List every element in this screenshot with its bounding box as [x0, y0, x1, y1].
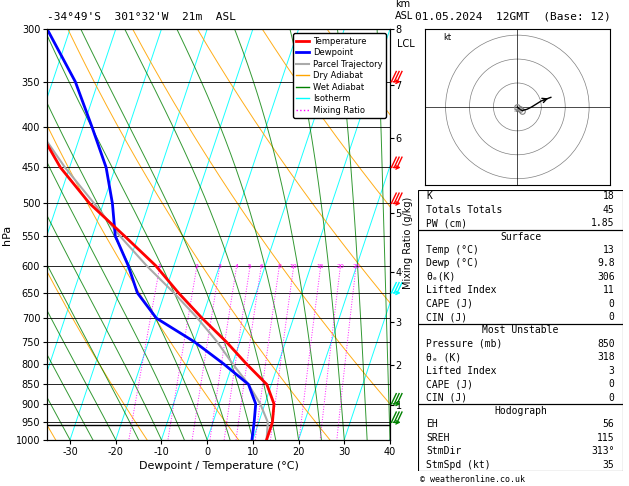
Text: 11: 11 — [603, 285, 615, 295]
Text: 3: 3 — [218, 264, 221, 269]
Text: 10: 10 — [290, 264, 298, 269]
Text: Most Unstable: Most Unstable — [482, 326, 559, 335]
Text: θₑ(K): θₑ(K) — [426, 272, 456, 282]
Text: Temp (°C): Temp (°C) — [426, 245, 479, 255]
Bar — [418, 324, 623, 404]
Text: Lifted Index: Lifted Index — [426, 366, 497, 376]
Text: Hodograph: Hodograph — [494, 406, 547, 416]
Text: Surface: Surface — [500, 231, 541, 242]
X-axis label: Dewpoint / Temperature (°C): Dewpoint / Temperature (°C) — [138, 461, 299, 471]
Text: km
ASL: km ASL — [395, 0, 413, 21]
Text: 6: 6 — [259, 264, 263, 269]
Text: 35: 35 — [603, 460, 615, 469]
Bar — [418, 190, 623, 230]
Text: CAPE (J): CAPE (J) — [426, 379, 474, 389]
Text: θₑ (K): θₑ (K) — [426, 352, 462, 363]
Text: 13: 13 — [603, 245, 615, 255]
Text: 306: 306 — [597, 272, 615, 282]
Text: Lifted Index: Lifted Index — [426, 285, 497, 295]
Text: 850: 850 — [597, 339, 615, 349]
Text: LCL: LCL — [397, 39, 415, 49]
Text: 313°: 313° — [591, 446, 615, 456]
Text: 115: 115 — [597, 433, 615, 443]
Text: 9.8: 9.8 — [597, 259, 615, 268]
Text: CIN (J): CIN (J) — [426, 312, 467, 322]
Text: 18: 18 — [603, 191, 615, 201]
Text: 0: 0 — [609, 379, 615, 389]
Text: 1.85: 1.85 — [591, 218, 615, 228]
Text: Mixing Ratio (g/kg): Mixing Ratio (g/kg) — [403, 197, 413, 289]
Text: sfc: sfc — [514, 108, 521, 113]
Text: 3: 3 — [609, 366, 615, 376]
Legend: Temperature, Dewpoint, Parcel Trajectory, Dry Adiabat, Wet Adiabat, Isotherm, Mi: Temperature, Dewpoint, Parcel Trajectory… — [293, 34, 386, 118]
Text: CIN (J): CIN (J) — [426, 393, 467, 402]
Text: kt: kt — [443, 33, 451, 42]
Text: SREH: SREH — [426, 433, 450, 443]
Text: 2: 2 — [195, 264, 199, 269]
Text: Pressure (mb): Pressure (mb) — [426, 339, 503, 349]
Text: 01.05.2024  12GMT  (Base: 12): 01.05.2024 12GMT (Base: 12) — [415, 12, 611, 22]
Text: 0: 0 — [609, 312, 615, 322]
Text: 15: 15 — [317, 264, 325, 269]
Text: EH: EH — [426, 419, 438, 430]
Text: 318: 318 — [597, 352, 615, 363]
Text: PW (cm): PW (cm) — [426, 218, 467, 228]
Text: StmSpd (kt): StmSpd (kt) — [426, 460, 491, 469]
Text: 25: 25 — [352, 264, 360, 269]
Text: Totals Totals: Totals Totals — [426, 205, 503, 215]
Text: -34°49'S  301°32'W  21m  ASL: -34°49'S 301°32'W 21m ASL — [47, 12, 236, 22]
Text: 0: 0 — [609, 393, 615, 402]
Text: CAPE (J): CAPE (J) — [426, 298, 474, 309]
Text: StmDir: StmDir — [426, 446, 462, 456]
Bar — [418, 230, 623, 324]
Text: K: K — [426, 191, 432, 201]
Text: Dewp (°C): Dewp (°C) — [426, 259, 479, 268]
Text: 45: 45 — [603, 205, 615, 215]
Text: 56: 56 — [603, 419, 615, 430]
Text: 4: 4 — [235, 264, 238, 269]
Text: 0: 0 — [609, 298, 615, 309]
Text: 1: 1 — [158, 264, 162, 269]
Y-axis label: hPa: hPa — [1, 225, 11, 244]
Text: 5: 5 — [248, 264, 252, 269]
Text: 8: 8 — [277, 264, 281, 269]
Text: © weatheronline.co.uk: © weatheronline.co.uk — [420, 474, 525, 484]
Text: 20: 20 — [337, 264, 344, 269]
Bar — [418, 404, 623, 471]
